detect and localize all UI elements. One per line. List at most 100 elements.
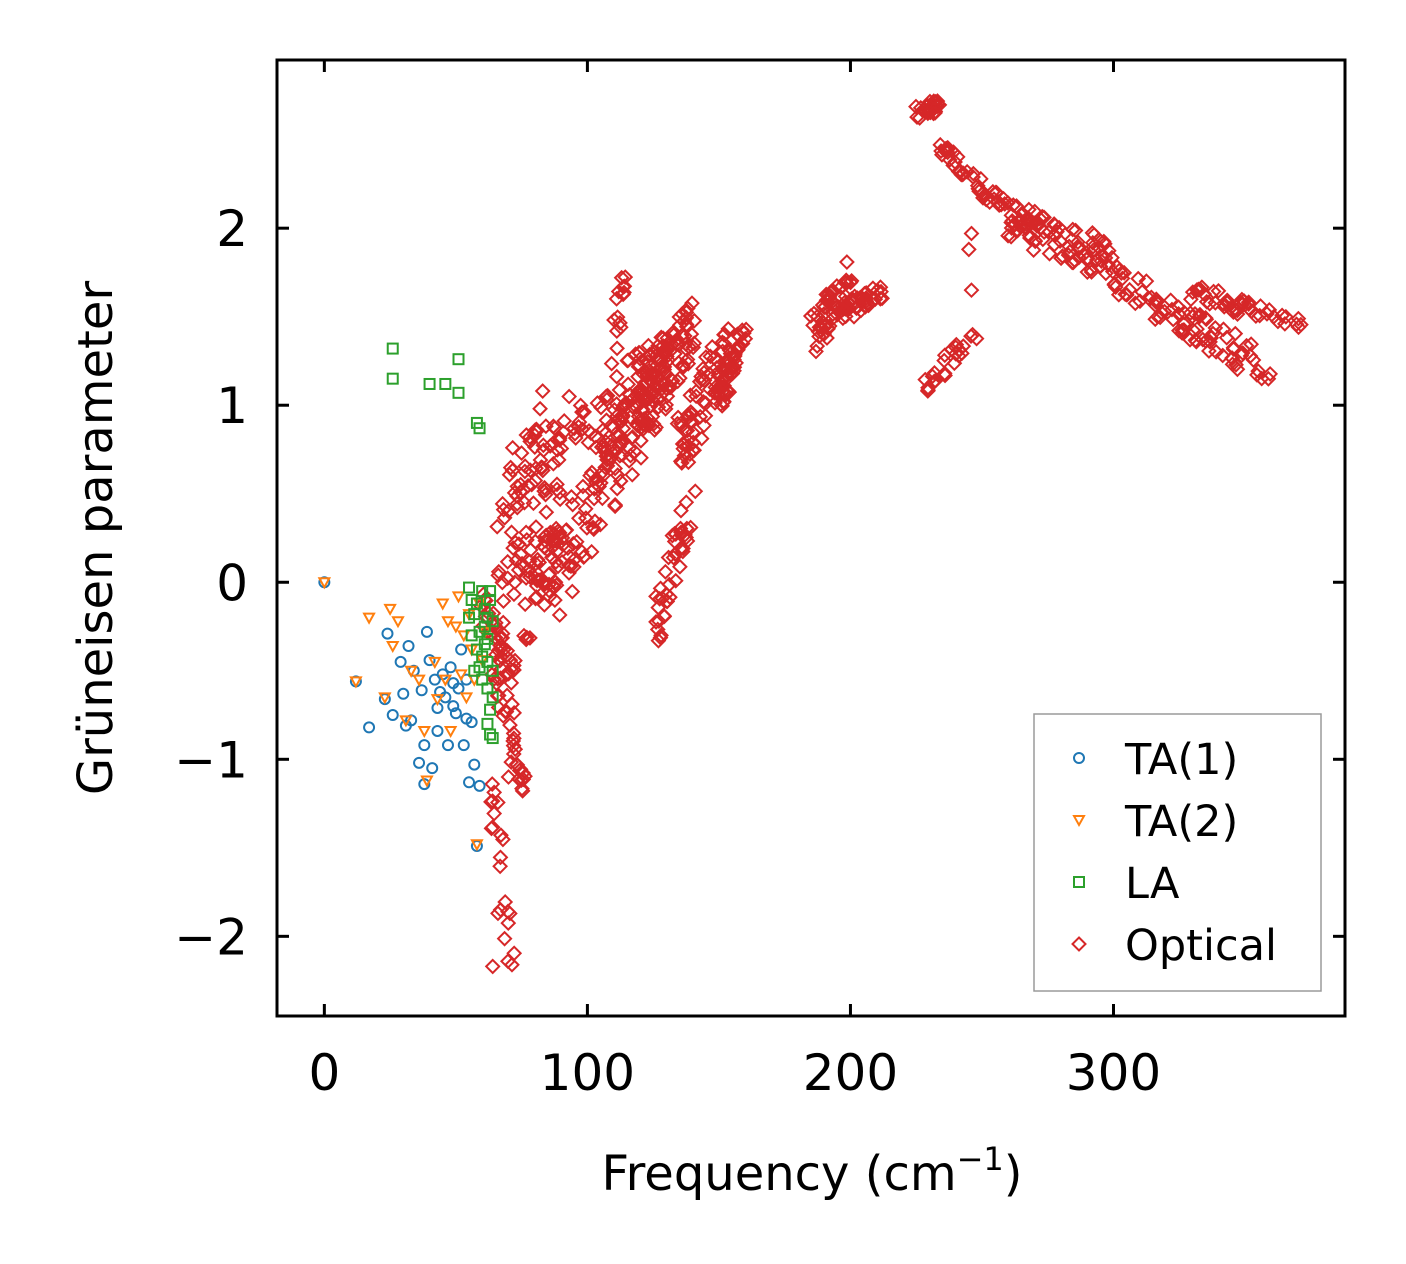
optical-point (575, 487, 592, 504)
la-point (463, 611, 476, 624)
optical-point (650, 613, 667, 629)
optical-point (510, 536, 527, 553)
ta-1-point (413, 756, 426, 769)
optical-point (1182, 291, 1199, 308)
optical-point (498, 665, 515, 682)
optical-point (721, 384, 738, 401)
data-points (317, 93, 1309, 975)
ta-2-point (438, 674, 453, 687)
optical-point (492, 849, 509, 866)
optical-point (821, 318, 838, 334)
optical-point (720, 320, 737, 337)
optical-point (513, 772, 530, 789)
optical-point (1011, 211, 1028, 228)
optical-point (509, 478, 526, 495)
optical-point (608, 290, 625, 307)
optical-point (955, 165, 972, 182)
optical-point (1250, 363, 1267, 380)
optical-point (1252, 298, 1269, 315)
la-point (484, 593, 497, 606)
ta-2-point (399, 715, 413, 728)
optical-point (617, 269, 634, 286)
optical-point (1085, 241, 1102, 258)
ta-1-point (455, 643, 468, 656)
optical-point (908, 98, 924, 115)
optical-point (678, 529, 695, 546)
optical-point (1117, 286, 1134, 303)
la-point (423, 377, 436, 390)
optical-point (1063, 231, 1080, 248)
optical-point (676, 436, 693, 453)
optical-point (526, 439, 543, 455)
optical-point (950, 163, 967, 180)
ta-1-point (418, 739, 431, 752)
optical-point (828, 299, 844, 316)
optical-point (576, 403, 593, 420)
optical-point (563, 558, 579, 575)
optical-point (1003, 228, 1020, 245)
la-point (476, 673, 489, 686)
optical-point (968, 330, 985, 347)
optical-point (936, 352, 953, 369)
optical-point (673, 415, 689, 432)
optical-point (650, 362, 667, 379)
ta-1-point (363, 721, 376, 734)
ta-1-point (447, 700, 460, 713)
ta-1-point (452, 682, 465, 695)
x-axis-label: Frequency (cm−1) (601, 1140, 1022, 1202)
optical-point (1203, 329, 1220, 346)
y-tick-label: −1 (174, 731, 248, 789)
optical-point (1021, 216, 1038, 233)
optical-point (564, 496, 581, 513)
optical-point (702, 348, 719, 365)
y-axis-label: Grüneisen parameter (68, 281, 124, 796)
optical-point (665, 326, 682, 343)
optical-point (1140, 290, 1157, 306)
optical-point (620, 352, 637, 369)
optical-point (673, 502, 689, 519)
optical-point (496, 930, 513, 947)
optical-point (506, 586, 522, 603)
optical-point (500, 769, 517, 785)
optical-point (657, 563, 674, 580)
optical-point (493, 827, 509, 844)
optical-point (682, 387, 699, 404)
optical-point (592, 516, 609, 533)
ta-1-point (457, 739, 470, 752)
optical-point (610, 283, 627, 300)
optical-point (566, 420, 583, 437)
optical-point (509, 499, 526, 516)
optical-point (945, 144, 962, 161)
x-axis-label-superscript: −1 (957, 1140, 1004, 1178)
la-point (481, 611, 494, 624)
optical-point (984, 183, 1001, 200)
optical-point (922, 93, 938, 110)
ta-2-point (362, 612, 376, 625)
ta-1-point (468, 758, 481, 771)
optical-point (1184, 284, 1201, 301)
optical-point (1225, 304, 1242, 321)
optical-point (820, 286, 837, 303)
ta-2-point (470, 839, 484, 852)
optical-point (1079, 264, 1096, 280)
optical-point (1064, 254, 1081, 271)
ta-1-point (444, 661, 457, 674)
optical-point (500, 903, 516, 920)
optical-point (483, 793, 499, 810)
ta-1-point (415, 684, 428, 697)
optical-point (492, 858, 509, 875)
optical-point (522, 433, 539, 450)
la-point (484, 585, 497, 598)
ta-1-point (463, 776, 476, 789)
optical-point (715, 394, 732, 411)
optical-point (512, 546, 529, 563)
optical-point (536, 538, 553, 555)
optical-point (988, 184, 1005, 201)
optical-point (1251, 307, 1268, 324)
optical-point (1277, 308, 1294, 325)
optical-point (550, 558, 566, 575)
optical-point (649, 380, 666, 397)
optical-point (648, 347, 665, 364)
optical-point (527, 563, 544, 580)
